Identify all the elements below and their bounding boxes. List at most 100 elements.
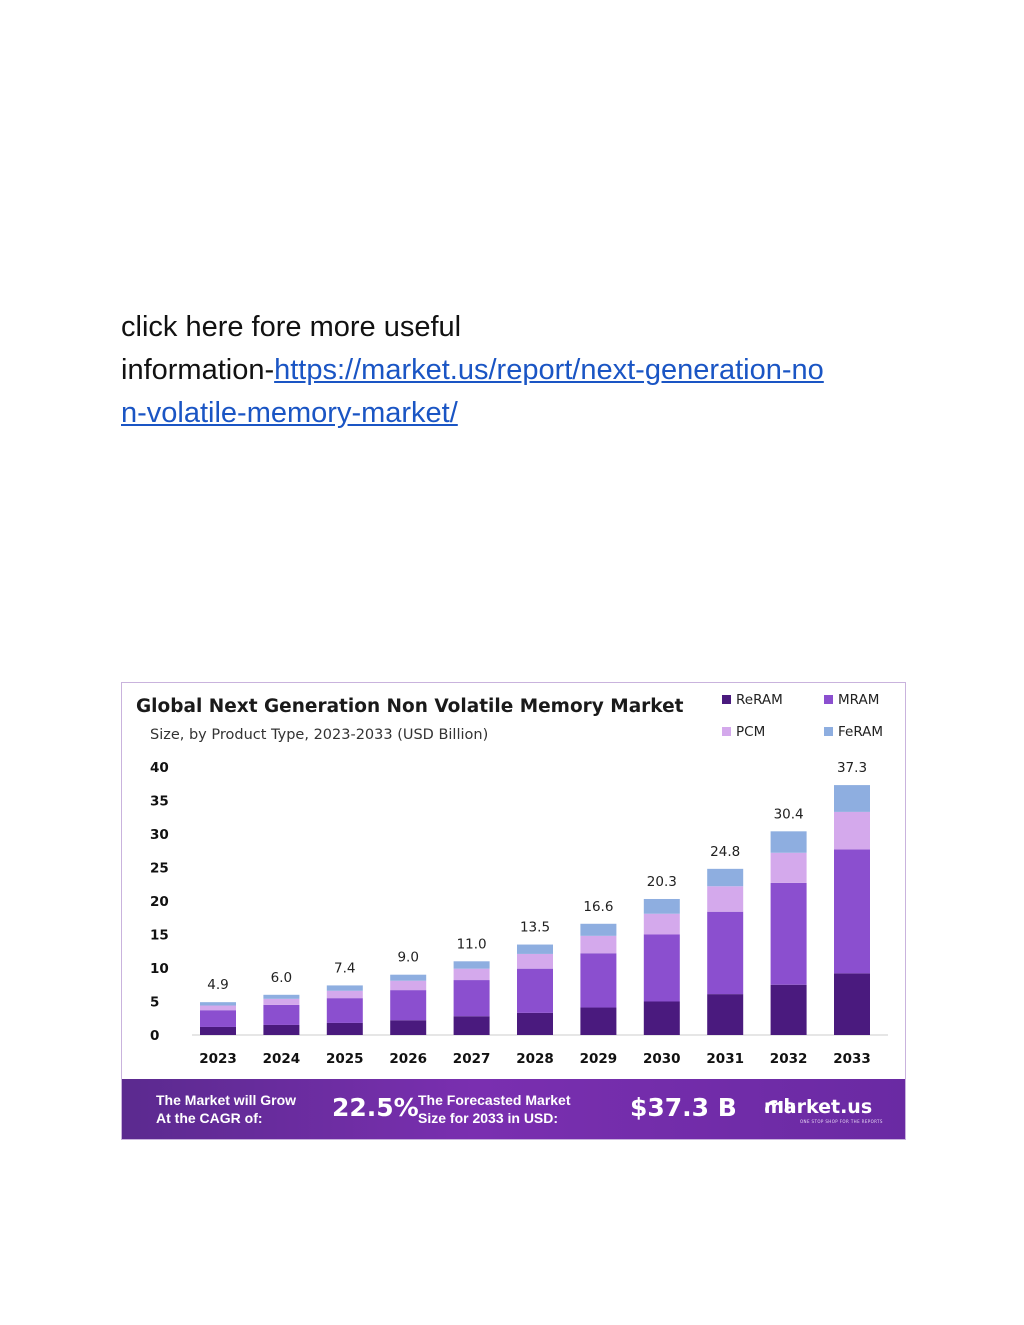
bar-segment-reram <box>707 994 744 1035</box>
report-link-part1[interactable]: https://market.us/report/next-generation… <box>274 354 824 386</box>
bar-segment-reram <box>390 1020 427 1035</box>
legend-swatch-reram <box>722 695 731 704</box>
bar-segment-pcm <box>580 935 617 954</box>
y-tick-label: 25 <box>150 861 169 877</box>
x-tick-label: 2031 <box>706 1051 744 1067</box>
bar-segment-reram <box>580 1007 617 1035</box>
x-tick-label: 2027 <box>453 1051 491 1067</box>
bar-segment-mram <box>200 1010 236 1027</box>
chart-title: Global Next Generation Non Volatile Memo… <box>136 696 684 717</box>
bar-segment-pcm <box>263 998 300 1005</box>
bar-segment-mram <box>453 980 490 1017</box>
y-tick-label: 40 <box>150 760 169 776</box>
bar-total-label: 4.9 <box>207 977 228 993</box>
bar-total-label: 24.8 <box>710 844 740 860</box>
bar-segment-pcm <box>453 968 490 981</box>
brand-tagline: ONE STOP SHOP FOR THE REPORTS <box>800 1119 883 1124</box>
bar-segment-pcm <box>707 886 744 912</box>
report-link[interactable]: https://market.us/report/next-generation… <box>121 354 824 429</box>
x-axis-labels: 2023 2024 2025 2026 2027 2028 2029 2030 2031 2032… <box>199 1051 871 1067</box>
y-tick-label: 20 <box>150 894 169 910</box>
x-tick-label: 2023 <box>199 1051 237 1067</box>
x-tick-label: 2026 <box>389 1051 427 1067</box>
forecast-caption-line1: The Forecasted Market <box>418 1092 571 1108</box>
bar-segment-feram <box>707 868 744 887</box>
bar-segment-feram <box>770 831 807 853</box>
brand-name: market.us <box>764 1096 873 1118</box>
forecast-caption: The Forecasted Market Size for 2033 in U… <box>418 1091 571 1127</box>
market-infographic: Global Next Generation Non Volatile Memo… <box>121 682 906 1140</box>
bar-segment-feram <box>453 961 490 969</box>
y-tick-label: 10 <box>150 961 169 977</box>
bar-segment-pcm <box>200 1005 236 1011</box>
bar-total-label: 16.6 <box>583 899 613 915</box>
stacked-bar-chart: Global Next Generation Non Volatile Memo… <box>136 692 888 1067</box>
bar-segment-mram <box>580 953 617 1008</box>
bar-segment-feram <box>263 994 300 999</box>
bar-segment-reram <box>326 1022 363 1035</box>
legend-label-feram: FeRAM <box>838 724 883 740</box>
cagr-value: 22.5% <box>332 1093 419 1122</box>
bar-total-label: 9.0 <box>397 950 418 966</box>
bar-total-label: 20.3 <box>647 874 677 890</box>
bar-segment-reram <box>200 1026 236 1035</box>
legend-swatch-mram <box>824 695 833 704</box>
x-tick-label: 2029 <box>580 1051 618 1067</box>
bar-segment-mram <box>263 1004 300 1025</box>
report-link-part2[interactable]: n-volatile-memory-market/ <box>121 397 458 429</box>
bar-segment-pcm <box>643 913 680 935</box>
x-tick-label: 2030 <box>643 1051 681 1067</box>
intro-text: click here fore more useful information-… <box>121 306 901 435</box>
legend-label-pcm: PCM <box>736 724 765 740</box>
bars: 4.9 6.0 7.4 9.0 11.0 13.5 16.6 20.3 24.8 30.4 37.3 <box>200 760 870 1035</box>
bar-segment-feram <box>517 944 553 954</box>
bar-total-label: 13.5 <box>520 920 550 936</box>
y-tick-label: 35 <box>150 794 169 810</box>
bar-segment-mram <box>326 998 363 1023</box>
chart-legend: ReRAM MRAM PCM FeRAM <box>722 692 883 740</box>
bar-segment-pcm <box>770 852 807 883</box>
legend-swatch-pcm <box>722 727 731 736</box>
bar-segment-pcm <box>326 990 363 999</box>
brand-mark-icon <box>765 1098 795 1113</box>
legend-label-mram: MRAM <box>838 692 879 708</box>
bar-segment-feram <box>834 785 870 812</box>
y-tick-label: 5 <box>150 995 159 1011</box>
bar-segment-feram <box>200 1002 236 1006</box>
bar-total-label: 7.4 <box>334 960 355 976</box>
cagr-caption-line2: At the CAGR of: <box>156 1110 263 1126</box>
bar-segment-pcm <box>390 980 427 991</box>
bar-segment-reram <box>834 973 870 1035</box>
bar-segment-feram <box>326 985 363 991</box>
bar-segment-reram <box>770 984 807 1035</box>
bar-segment-mram <box>770 882 807 985</box>
bar-segment-reram <box>643 1001 680 1035</box>
bar-segment-feram <box>390 974 427 981</box>
y-tick-label: 0 <box>150 1028 159 1044</box>
intro-prefix: information- <box>121 354 275 386</box>
bar-total-label: 37.3 <box>837 760 867 776</box>
bar-total-label: 6.0 <box>271 970 292 986</box>
intro-line: click here fore more useful <box>121 311 462 343</box>
summary-banner: The Market will Grow At the CAGR of: 22.… <box>122 1079 905 1139</box>
brand-logo: market.us <box>764 1096 872 1118</box>
x-tick-label: 2024 <box>263 1051 301 1067</box>
y-tick-label: 30 <box>150 827 169 843</box>
x-tick-label: 2032 <box>770 1051 808 1067</box>
y-axis: 0 5 10 15 20 25 30 35 40 <box>150 760 169 1044</box>
legend-swatch-feram <box>824 727 833 736</box>
bar-segment-mram <box>390 990 427 1021</box>
y-tick-label: 15 <box>150 928 169 944</box>
bar-total-label: 11.0 <box>457 936 487 952</box>
bar-segment-feram <box>643 898 680 914</box>
bar-segment-pcm <box>834 811 870 850</box>
bar-segment-reram <box>263 1024 300 1035</box>
x-tick-label: 2033 <box>833 1051 871 1067</box>
bar-total-label: 30.4 <box>774 806 804 822</box>
cagr-caption-line1: The Market will Grow <box>156 1092 297 1108</box>
forecast-caption-line2: Size for 2033 in USD: <box>418 1110 559 1126</box>
bar-segment-reram <box>453 1016 490 1035</box>
cagr-caption: The Market will Grow At the CAGR of: <box>156 1091 296 1127</box>
bar-segment-pcm <box>517 953 553 969</box>
chart-subtitle: Size, by Product Type, 2023-2033 (USD Bi… <box>150 727 488 743</box>
